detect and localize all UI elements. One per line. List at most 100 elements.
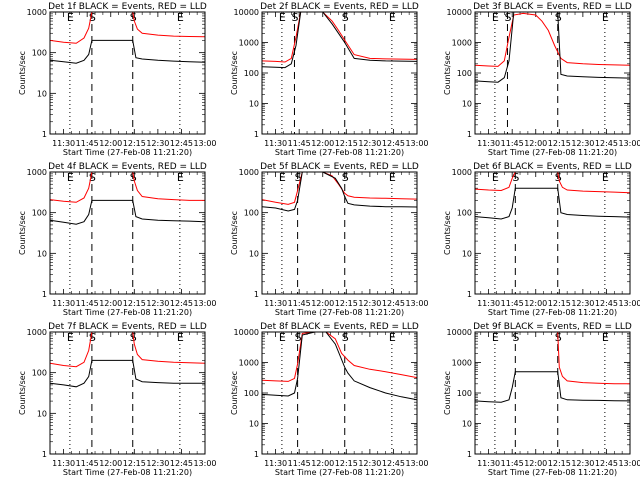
x-tick-label: 12:45 bbox=[170, 459, 193, 468]
x-axis-label: Start Time (27-Feb-08 11:21:20) bbox=[275, 308, 404, 317]
x-tick-label: 11:30 bbox=[477, 459, 500, 468]
series-lld-line bbox=[50, 172, 205, 203]
y-tick-label: 10 bbox=[37, 249, 47, 258]
y-tick-label: 10 bbox=[37, 89, 47, 98]
marker-label: E bbox=[67, 11, 74, 24]
x-axis-label: Start Time (27-Feb-08 11:21:20) bbox=[275, 468, 404, 477]
marker-label: E bbox=[602, 331, 609, 344]
x-tick-label: 11:45 bbox=[501, 139, 524, 148]
marker-label: E bbox=[492, 171, 499, 184]
y-tick-label: 1000 bbox=[239, 39, 259, 48]
y-tick-label: 10 bbox=[462, 420, 472, 429]
x-axis-label: Start Time (27-Feb-08 11:21:20) bbox=[488, 308, 617, 317]
x-tick-label: 12:45 bbox=[595, 139, 618, 148]
y-tick-label: 10 bbox=[249, 420, 259, 429]
y-axis-label: Counts/sec bbox=[18, 51, 27, 95]
y-axis-label: Counts/sec bbox=[443, 371, 452, 415]
marker-label: E bbox=[602, 11, 609, 24]
x-tick-label: 11:45 bbox=[288, 459, 311, 468]
y-tick-label: 1000 bbox=[27, 8, 47, 17]
plot-frame bbox=[49, 331, 206, 455]
x-axis-label: Start Time (27-Feb-08 11:21:20) bbox=[488, 148, 617, 157]
x-axis-label: Start Time (27-Feb-08 11:21:20) bbox=[275, 148, 404, 157]
series-lld-line bbox=[262, 172, 417, 205]
y-tick-label: 1 bbox=[254, 290, 259, 299]
x-tick-label: 11:45 bbox=[76, 139, 99, 148]
x-tick-label: 12:30 bbox=[146, 459, 169, 468]
y-axis-label: Counts/sec bbox=[443, 211, 452, 255]
marker-label: E bbox=[279, 171, 286, 184]
x-axis-label: Start Time (27-Feb-08 11:21:20) bbox=[63, 308, 192, 317]
marker-label: S bbox=[342, 331, 349, 344]
panel-title: Det 5f BLACK = Events, RED = LLD bbox=[260, 162, 419, 172]
marker-label: S bbox=[342, 11, 349, 24]
y-tick-label: 1 bbox=[467, 450, 472, 459]
series-lld-line bbox=[475, 332, 630, 385]
x-tick-label: 12:45 bbox=[595, 299, 618, 308]
y-tick-label: 10000 bbox=[234, 8, 259, 17]
series-events-line bbox=[475, 12, 630, 83]
y-tick-label: 100 bbox=[244, 69, 259, 78]
y-tick-label: 10 bbox=[462, 249, 472, 258]
x-tick-label: 12:15 bbox=[548, 299, 571, 308]
marker-label: E bbox=[67, 331, 74, 344]
marker-label: S bbox=[295, 331, 302, 344]
marker-label: S bbox=[89, 331, 96, 344]
x-tick-label: 12:30 bbox=[358, 459, 381, 468]
x-tick-label: 12:15 bbox=[548, 139, 571, 148]
plot-frame bbox=[261, 11, 418, 135]
y-tick-label: 1 bbox=[42, 130, 47, 139]
y-tick-label: 1 bbox=[42, 450, 47, 459]
y-tick-label: 1000 bbox=[239, 168, 259, 177]
y-tick-label: 10 bbox=[249, 100, 259, 109]
x-tick-label: 12:00 bbox=[99, 459, 122, 468]
series-events-line bbox=[262, 12, 417, 69]
x-tick-label: 13:00 bbox=[405, 139, 428, 148]
x-tick-label: 12:45 bbox=[170, 139, 193, 148]
x-tick-label: 11:45 bbox=[76, 459, 99, 468]
y-tick-label: 10 bbox=[249, 249, 259, 258]
panel-det-6: Det 6f BLACK = Events, RED = LLD 1 10 100 10… bbox=[443, 162, 640, 317]
x-tick-label: 13:00 bbox=[618, 459, 640, 468]
series-events-line bbox=[50, 359, 205, 388]
panel-det-5: Det 5f BLACK = Events, RED = LLD 1 10 100 10… bbox=[230, 162, 429, 317]
x-tick-label: 12:30 bbox=[571, 139, 594, 148]
series-events-line bbox=[50, 39, 205, 64]
panel-title: Det 9f BLACK = Events, RED = LLD bbox=[473, 322, 632, 332]
x-tick-label: 12:45 bbox=[382, 459, 405, 468]
x-axis-label: Start Time (27-Feb-08 11:21:20) bbox=[63, 148, 192, 157]
x-tick-label: 12:45 bbox=[170, 299, 193, 308]
x-tick-label: 11:45 bbox=[76, 299, 99, 308]
y-axis-label: Counts/sec bbox=[230, 211, 239, 255]
marker-label: S bbox=[512, 171, 519, 184]
x-tick-label: 13:00 bbox=[618, 139, 640, 148]
x-tick-label: 12:00 bbox=[99, 299, 122, 308]
x-tick-label: 13:00 bbox=[193, 139, 216, 148]
panel-det-3: Det 3f BLACK = Events, RED = LLD 1 10 100 10… bbox=[443, 2, 640, 157]
y-tick-label: 10 bbox=[462, 100, 472, 109]
y-tick-label: 100 bbox=[32, 369, 47, 378]
marker-label: E bbox=[492, 331, 499, 344]
plot-frame bbox=[261, 331, 418, 455]
marker-label: E bbox=[67, 171, 74, 184]
y-tick-label: 1000 bbox=[27, 168, 47, 177]
x-tick-label: 12:30 bbox=[571, 299, 594, 308]
panel-det-1: Det 1f BLACK = Events, RED = LLD 1 10 100 10… bbox=[18, 2, 217, 157]
panel-title: Det 8f BLACK = Events, RED = LLD bbox=[260, 322, 419, 332]
marker-label: S bbox=[291, 11, 298, 24]
y-tick-label: 100 bbox=[457, 389, 472, 398]
marker-label: S bbox=[342, 171, 349, 184]
plot-frame bbox=[474, 171, 631, 295]
x-tick-label: 11:30 bbox=[52, 299, 75, 308]
panel-det-8: Det 8f BLACK = Events, RED = LLD 1 10 100 10… bbox=[230, 322, 429, 477]
y-tick-label: 100 bbox=[32, 49, 47, 58]
series-events-line bbox=[262, 172, 417, 212]
marker-label: S bbox=[89, 171, 96, 184]
x-axis-label: Start Time (27-Feb-08 11:21:20) bbox=[63, 468, 192, 477]
x-tick-label: 13:00 bbox=[405, 299, 428, 308]
marker-label: S bbox=[504, 11, 511, 24]
marker-label: S bbox=[295, 171, 302, 184]
x-tick-label: 11:45 bbox=[501, 459, 524, 468]
y-axis-label: Counts/sec bbox=[230, 51, 239, 95]
